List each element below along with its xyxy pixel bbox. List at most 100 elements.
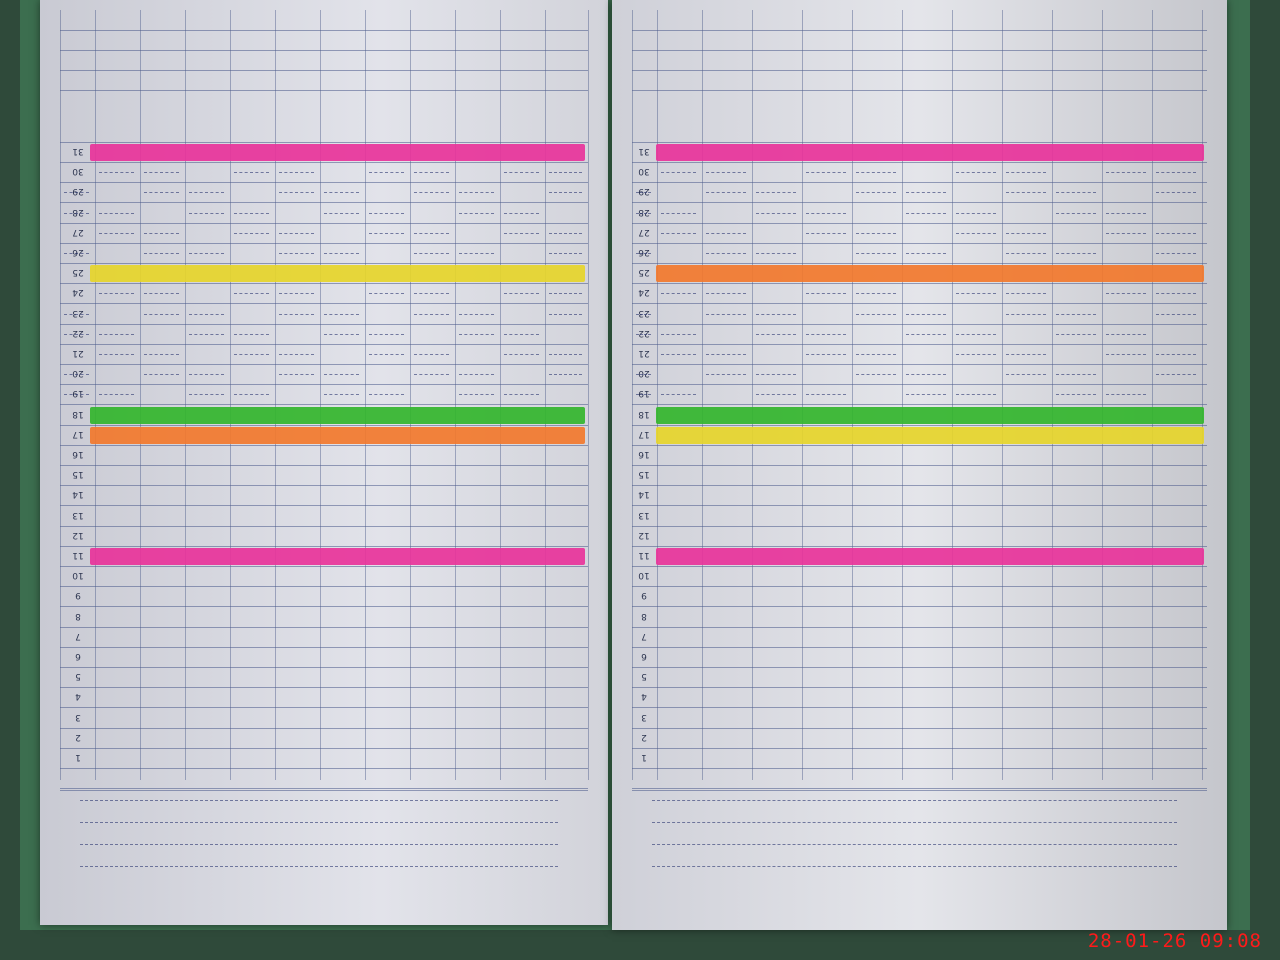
handwritten-entry xyxy=(279,354,314,356)
handwritten-entry xyxy=(1006,354,1046,356)
day-number: 15 xyxy=(638,469,650,480)
handwritten-entry xyxy=(906,333,946,336)
row-rule xyxy=(632,182,1207,184)
handwritten-entry xyxy=(369,293,404,295)
handwritten-entry xyxy=(956,293,996,295)
handwritten-entry xyxy=(99,172,134,174)
handwritten-entry xyxy=(279,232,314,235)
handwritten-entry xyxy=(756,253,796,255)
handwritten-entry xyxy=(636,212,651,215)
handwritten-entry xyxy=(806,354,846,356)
handwritten-entry xyxy=(956,212,996,215)
handwritten-entry xyxy=(706,232,746,235)
handwritten-entry xyxy=(64,253,89,255)
row-rule xyxy=(60,343,588,345)
handwritten-entry xyxy=(144,293,179,295)
row-rule xyxy=(632,202,1207,204)
row-rule xyxy=(60,384,588,386)
handwritten-footer xyxy=(652,844,1177,846)
camera-timestamp: 28-01-26 09:08 xyxy=(1087,930,1262,952)
handwritten-entry xyxy=(1006,192,1046,194)
handwritten-entry xyxy=(1156,293,1196,295)
handwritten-footer xyxy=(80,800,558,802)
handwritten-entry xyxy=(856,293,896,295)
day-number: 19 xyxy=(72,388,84,399)
day-number: 10 xyxy=(72,570,84,581)
handwritten-entry xyxy=(369,212,404,215)
handwritten-entry xyxy=(1106,172,1146,174)
day-number: 5 xyxy=(75,671,81,682)
handwritten-entry xyxy=(956,232,996,235)
handwritten-entry xyxy=(504,293,539,295)
column-rule xyxy=(802,10,803,780)
row-rule xyxy=(60,202,588,204)
handwritten-entry xyxy=(706,172,746,174)
row-rule xyxy=(60,707,588,709)
day-number: 21 xyxy=(638,348,650,358)
row-rule xyxy=(60,323,588,325)
column-rule xyxy=(852,10,853,780)
handwritten-entry xyxy=(1006,253,1046,255)
handwritten-entry xyxy=(414,313,449,316)
handwritten-entry xyxy=(706,293,746,295)
day-number: 26 xyxy=(638,247,650,257)
day-number: 5 xyxy=(641,671,647,682)
handwritten-entry xyxy=(1056,333,1096,336)
row-rule xyxy=(60,727,588,729)
handwritten-entry xyxy=(369,172,404,174)
row-rule xyxy=(60,182,588,184)
handwritten-entry xyxy=(459,212,494,215)
handwritten-entry xyxy=(64,192,89,194)
handwritten-entry xyxy=(956,333,996,336)
handwritten-entry xyxy=(234,212,269,215)
day-number: 23 xyxy=(72,307,84,318)
handwritten-entry xyxy=(414,354,449,356)
handwritten-footer xyxy=(652,800,1177,802)
handwritten-entry xyxy=(549,172,582,174)
row-rule xyxy=(632,525,1207,527)
handwritten-entry xyxy=(1106,232,1146,235)
highlight-band-magenta xyxy=(90,144,585,161)
day-number: 24 xyxy=(638,287,650,298)
column-rule xyxy=(320,10,321,780)
day-number: 28 xyxy=(72,206,84,217)
day-number: 1 xyxy=(75,752,81,762)
highlight-band-green xyxy=(656,406,1204,424)
header-rule xyxy=(60,50,588,51)
handwritten-footer xyxy=(80,822,558,824)
handwritten-entry xyxy=(661,172,696,174)
row-rule xyxy=(632,424,1207,426)
handwritten-entry xyxy=(279,293,314,295)
handwritten-entry xyxy=(99,333,134,336)
register-page-left: 1 2 3 4 5 6 7 8 9 10 11 12 13 14 15 16 17 18 19 20 21 22 23 24 2… xyxy=(40,0,608,925)
handwritten-entry xyxy=(906,212,946,215)
day-number: 29 xyxy=(72,186,84,197)
column-rule xyxy=(1102,10,1103,780)
handwritten-entry xyxy=(459,253,494,255)
handwritten-entry xyxy=(1156,253,1196,255)
row-rule xyxy=(632,505,1207,507)
row-rule xyxy=(60,162,588,163)
handwritten-entry xyxy=(414,374,449,376)
handwritten-entry xyxy=(636,253,651,255)
day-number: 8 xyxy=(641,610,647,621)
day-number: 11 xyxy=(638,550,650,560)
handwritten-entry xyxy=(661,354,696,356)
handwritten-entry xyxy=(64,212,89,215)
day-number: 3 xyxy=(641,711,647,722)
column-rule xyxy=(545,10,546,780)
handwritten-entry xyxy=(549,253,582,255)
handwritten-entry xyxy=(956,394,996,396)
column-rule xyxy=(455,10,456,780)
handwritten-entry xyxy=(189,394,224,396)
handwritten-entry xyxy=(1056,212,1096,215)
row-rule xyxy=(60,404,588,406)
handwritten-entry xyxy=(279,374,314,376)
handwritten-entry xyxy=(856,253,896,255)
row-rule xyxy=(632,141,1207,143)
handwritten-entry xyxy=(144,253,179,255)
column-rule xyxy=(632,10,633,780)
day-number: 14 xyxy=(638,489,650,500)
day-number: 15 xyxy=(72,469,84,480)
handwritten-entry xyxy=(324,212,359,215)
